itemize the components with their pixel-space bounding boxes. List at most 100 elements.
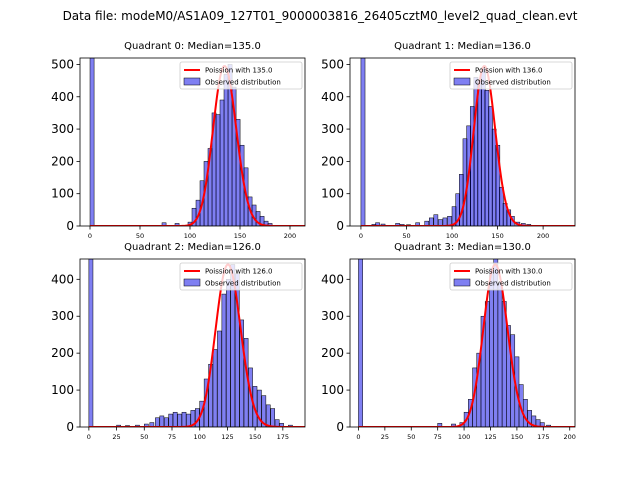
x-tick-label: 125 xyxy=(484,433,496,441)
histogram-bar xyxy=(89,58,95,226)
y-tick-label: 300 xyxy=(321,309,344,323)
y-tick-label: 300 xyxy=(51,309,74,323)
y-tick-label: 0 xyxy=(66,219,74,233)
x-tick-label: 150 xyxy=(491,232,503,240)
x-tick-label: 175 xyxy=(537,433,549,441)
axes-frame xyxy=(79,258,306,428)
y-tick-label: 400 xyxy=(321,272,344,286)
legend-label-observed: Observed distribution xyxy=(475,280,551,288)
histogram-bar xyxy=(212,349,218,427)
x-tick-label: 75 xyxy=(168,433,176,441)
x-tick-label: 50 xyxy=(136,232,144,240)
x-tick-label: 75 xyxy=(434,433,442,441)
x-tick-label: 50 xyxy=(140,433,148,441)
x-tick-label: 100 xyxy=(184,232,196,240)
x-tick-label: 0 xyxy=(356,433,360,441)
histogram-bar xyxy=(181,411,187,427)
y-tick-label: 500 xyxy=(51,57,74,71)
histogram-bar xyxy=(360,58,366,226)
legend-label-observed: Observed distribution xyxy=(205,79,281,87)
histogram-bar xyxy=(155,417,160,427)
x-tick-label: 200 xyxy=(284,232,296,240)
panel-title: Quadrant 1: Median=136.0 xyxy=(394,41,531,52)
y-tick-label: 0 xyxy=(66,420,74,434)
histogram-bar xyxy=(174,223,180,226)
y-tick-label: 100 xyxy=(51,187,74,201)
legend-label-observed: Observed distribution xyxy=(475,79,551,87)
y-tick-label: 0 xyxy=(336,219,344,233)
histogram-bar xyxy=(215,114,221,226)
histogram-bar xyxy=(163,417,169,427)
figure-title: Data file: modeM0/AS1A09_127T01_90000038… xyxy=(63,9,578,23)
histogram-bar xyxy=(442,217,448,226)
legend: Poission with 135.0 Observed distribution xyxy=(179,61,303,90)
x-tick-label: 200 xyxy=(564,433,576,441)
x-tick-label: 25 xyxy=(381,433,389,441)
y-tick-label: 500 xyxy=(321,57,344,71)
y-tick-label: 200 xyxy=(51,346,74,360)
legend-label-poisson: Poission with 136.0 xyxy=(475,67,543,75)
histogram-bar xyxy=(270,408,275,427)
legend: Poission with 130.0 Observed distribution xyxy=(449,262,573,291)
histogram-bar xyxy=(217,330,222,427)
x-tick-label: 175 xyxy=(277,433,289,441)
histogram-bar xyxy=(395,223,400,226)
histogram-bar xyxy=(221,293,227,427)
x-tick-label: 0 xyxy=(359,232,363,240)
y-tick-label: 400 xyxy=(51,90,74,104)
x-tick-label: 100 xyxy=(446,232,458,240)
x-tick-label: 50 xyxy=(402,232,410,240)
x-tick-label: 100 xyxy=(193,433,205,441)
x-tick-label: 0 xyxy=(87,433,91,441)
histogram-bar xyxy=(219,99,225,226)
x-tick-label: 50 xyxy=(407,433,415,441)
legend-label-poisson: Poission with 135.0 xyxy=(205,67,273,75)
panel-title: Quadrant 0: Median=135.0 xyxy=(124,41,261,52)
histogram-bar xyxy=(438,219,443,226)
legend-label-poisson: Poission with 130.0 xyxy=(475,268,543,276)
axes-frame xyxy=(349,57,576,227)
y-tick-label: 400 xyxy=(321,90,344,104)
y-tick-label: 300 xyxy=(51,122,74,136)
legend-bar-swatch xyxy=(183,278,201,287)
legend: Poission with 126.0 Observed distribution xyxy=(179,262,303,291)
panel-title: Quadrant 2: Median=126.0 xyxy=(124,242,261,253)
quadrant-panel: 0 25 50 75 100 125 150 175 0 100 200 300 400 Quadrant… xyxy=(51,242,306,441)
histogram-bar xyxy=(186,413,191,427)
histogram-bar xyxy=(429,217,434,226)
y-tick-label: 0 xyxy=(336,420,344,434)
axes-frame xyxy=(349,258,576,428)
quadrant-panel: 0 25 50 75 100 125 150 175 200 0 100 200 300 400 Quadr… xyxy=(321,242,576,441)
histogram-bar xyxy=(226,279,231,427)
panel-title: Quadrant 3: Median=130.0 xyxy=(394,242,531,253)
x-tick-label: 150 xyxy=(249,433,261,441)
quadrant-panel: 0 50 100 150 200 0 100 200 300 400 500 Quadrant 1: … xyxy=(321,41,576,240)
legend: Poission with 136.0 Observed distribution xyxy=(449,61,573,90)
histogram-bar xyxy=(497,282,503,427)
histogram-bar xyxy=(172,411,178,427)
poisson-curve xyxy=(358,263,575,427)
histogram-bar xyxy=(265,404,271,427)
x-tick-label: 150 xyxy=(234,232,246,240)
y-tick-label: 400 xyxy=(51,272,74,286)
x-tick-label: 150 xyxy=(511,433,523,441)
x-tick-label: 125 xyxy=(221,433,233,441)
y-tick-label: 200 xyxy=(51,154,74,168)
poisson-curve xyxy=(360,65,575,226)
histogram-bar xyxy=(159,415,165,427)
y-tick-label: 100 xyxy=(321,187,344,201)
histogram-bar xyxy=(358,259,363,427)
poisson-curve xyxy=(88,263,305,427)
histogram-bar xyxy=(223,73,229,226)
histogram-bar xyxy=(267,223,273,226)
y-tick-label: 100 xyxy=(321,383,344,397)
histogram-bar xyxy=(489,267,494,427)
quadrant-panel: 0 50 100 150 200 0 100 200 300 400 500 Quadrant 0: … xyxy=(51,41,306,240)
x-tick-label: 0 xyxy=(88,232,92,240)
histogram-bar xyxy=(261,395,267,427)
histogram-bar xyxy=(88,259,94,427)
histogram-bar xyxy=(257,389,262,427)
histogram-bar xyxy=(149,422,155,427)
histogram-bar xyxy=(539,422,545,427)
